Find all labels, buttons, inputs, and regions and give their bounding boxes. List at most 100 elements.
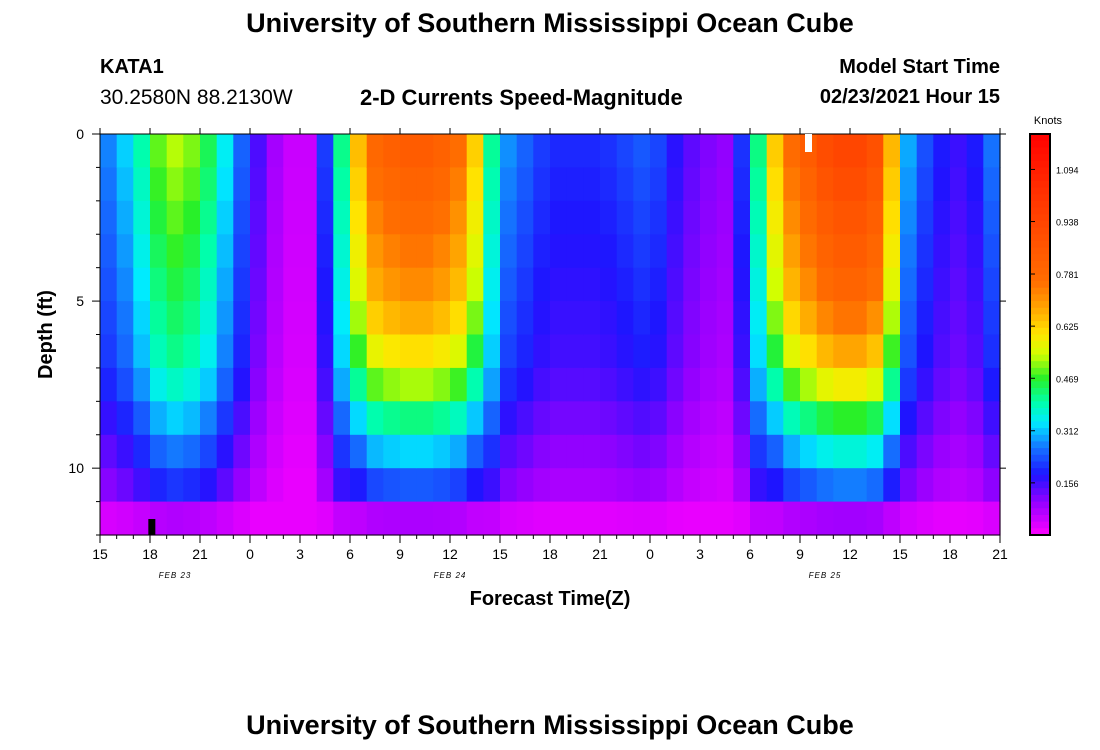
peak-marker	[805, 134, 812, 152]
colorbar-swatch	[1030, 321, 1050, 329]
heatmap-cell	[733, 267, 751, 302]
heatmap-cell	[950, 334, 968, 369]
heatmap-cell	[150, 367, 168, 402]
heatmap-cell	[650, 134, 668, 168]
heatmap-cell	[800, 200, 818, 235]
heatmap-cell	[350, 434, 368, 469]
heatmap-cell	[883, 234, 901, 269]
heatmap-cell	[650, 267, 668, 302]
heatmap-cell	[683, 134, 701, 168]
heatmap-cell	[966, 501, 984, 536]
heatmap-cell	[383, 200, 401, 235]
heatmap-cell	[566, 267, 584, 302]
heatmap-cell	[450, 434, 468, 469]
heatmap-cell	[550, 134, 568, 168]
colorbar-swatch	[1030, 194, 1050, 202]
heatmap-cell	[383, 301, 401, 336]
heatmap-cell	[766, 334, 784, 369]
heatmap-cell	[250, 434, 268, 469]
date-label: FEB 23	[159, 571, 192, 580]
heatmap-cell	[233, 200, 251, 235]
heatmap-cell	[283, 167, 301, 202]
heatmap-cell	[116, 200, 134, 235]
heatmap-cell	[566, 200, 584, 235]
heatmap-cell	[533, 501, 551, 536]
colorbar-swatch	[1030, 261, 1050, 269]
colorbar-swatch	[1030, 408, 1050, 416]
heatmap-cell	[350, 234, 368, 269]
heatmap-cell	[283, 200, 301, 235]
heatmap-cell	[250, 134, 268, 168]
colorbar-unit: Knots	[1034, 115, 1063, 127]
heatmap-cell	[216, 501, 234, 536]
heatmap-cell	[433, 134, 451, 168]
heatmap-cell	[416, 468, 434, 503]
heatmap-cell	[700, 267, 718, 302]
heatmap-cell	[400, 367, 418, 402]
heatmap-cell	[333, 134, 351, 168]
heatmap-cell	[466, 301, 484, 336]
heatmap-cell	[900, 200, 918, 235]
heatmap-cell	[783, 167, 801, 202]
heatmap-cell	[883, 134, 901, 168]
heatmap-cell	[616, 468, 634, 503]
heatmap-cell	[550, 200, 568, 235]
heatmap-cell	[633, 234, 651, 269]
heatmap-cell	[216, 167, 234, 202]
heatmap-cell	[433, 501, 451, 536]
heatmap-cell	[916, 301, 934, 336]
heatmap-cell	[266, 334, 284, 369]
heatmap-cell	[900, 167, 918, 202]
heatmap-cell	[500, 267, 518, 302]
heatmap-cell	[666, 367, 684, 402]
heatmap-cell	[733, 334, 751, 369]
heatmap-cell	[233, 501, 251, 536]
heatmap-cell	[816, 401, 834, 436]
heatmap-cell	[850, 301, 868, 336]
colorbar-swatch	[1030, 147, 1050, 155]
heatmap-cell	[150, 468, 168, 503]
heatmap-cell	[483, 334, 501, 369]
heatmap-cell	[100, 134, 118, 168]
heatmap-cell	[600, 334, 618, 369]
heatmap-cell	[866, 401, 884, 436]
colorbar-swatch	[1030, 448, 1050, 456]
colorbar-swatch	[1030, 314, 1050, 322]
heatmap-cell	[733, 367, 751, 402]
heatmap-cell	[983, 301, 1001, 336]
heatmap-cell	[583, 301, 601, 336]
heatmap-cell	[983, 167, 1001, 202]
heatmap-cell	[600, 401, 618, 436]
heatmap-cell	[350, 167, 368, 202]
heatmap-cell	[283, 301, 301, 336]
heatmap-cell	[983, 234, 1001, 269]
heatmap-cell	[183, 301, 201, 336]
x-tick-label: 15	[892, 546, 908, 562]
heatmap-cell	[483, 401, 501, 436]
heatmap-cell	[300, 468, 318, 503]
heatmap-cell	[566, 468, 584, 503]
heatmap-cell	[333, 234, 351, 269]
x-tick-label: 9	[396, 546, 404, 562]
heatmap-cell	[450, 200, 468, 235]
colorbar-swatch	[1030, 515, 1050, 523]
heatmap-cell	[916, 401, 934, 436]
heatmap-cell	[400, 301, 418, 336]
heatmap-cell	[716, 501, 734, 536]
heatmap-cell	[333, 367, 351, 402]
heatmap-cell	[916, 367, 934, 402]
station-coords: 30.2580N 88.2130W	[100, 86, 293, 109]
heatmap-cell	[550, 434, 568, 469]
heatmap-cell	[966, 167, 984, 202]
heatmap-cell	[616, 434, 634, 469]
heatmap-cell	[783, 501, 801, 536]
heatmap-cell	[866, 134, 884, 168]
heatmap-cell	[600, 501, 618, 536]
heatmap-cell	[983, 501, 1001, 536]
heatmap-cell	[683, 167, 701, 202]
heatmap-cell	[233, 367, 251, 402]
heatmap-cell	[616, 234, 634, 269]
heatmap-cell	[150, 434, 168, 469]
heatmap-cell	[683, 234, 701, 269]
heatmap-cell	[533, 134, 551, 168]
